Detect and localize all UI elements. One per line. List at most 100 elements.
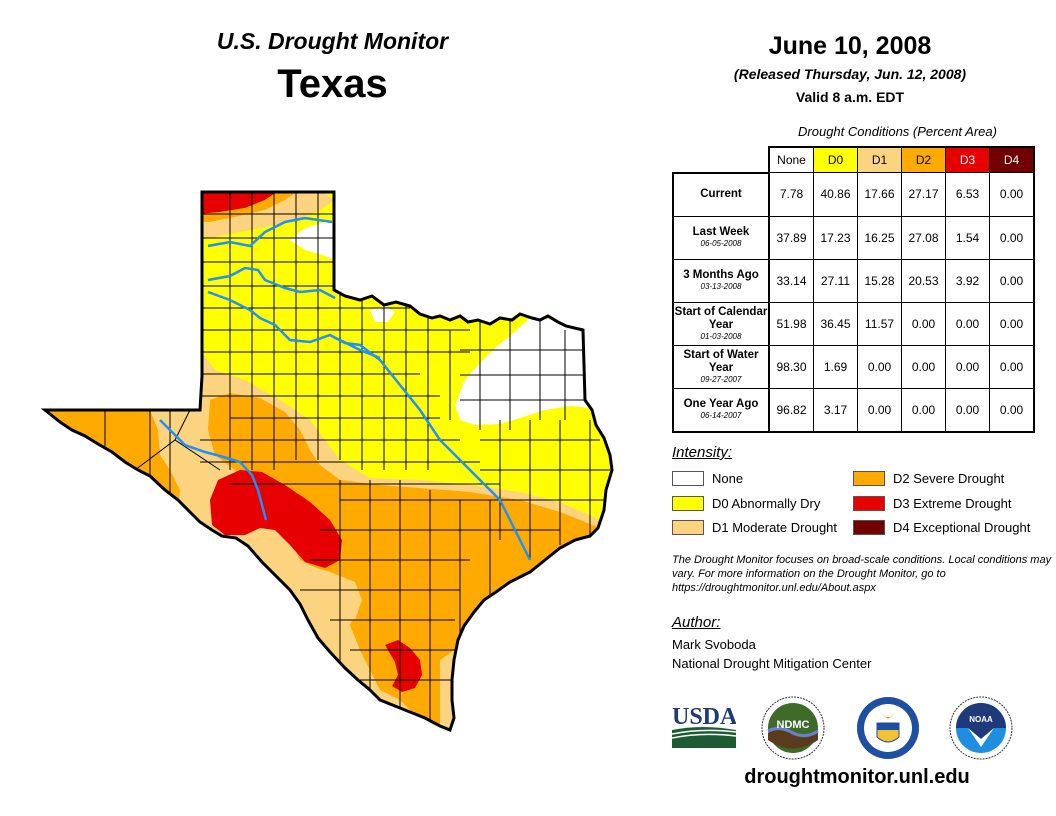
col-header-d4: D4 xyxy=(989,146,1035,173)
col-header-d2: D2 xyxy=(901,146,946,173)
website-url[interactable]: droughtmonitor.unl.edu xyxy=(744,766,970,788)
col-header-d3: D3 xyxy=(945,146,990,173)
cell-none: 37.89 xyxy=(768,215,814,260)
brazos-river xyxy=(207,290,532,561)
cell-d1: 0.00 xyxy=(857,387,902,433)
table-row: Start of Calendar Year 01-03-2008 51.98 36.… xyxy=(672,301,1035,346)
legend-label: D1 Moderate Drought xyxy=(712,520,838,535)
cell-none: 51.98 xyxy=(768,301,814,346)
d2-region-west xyxy=(45,400,180,520)
cell-none: 96.82 xyxy=(768,387,814,433)
row-label: One Year Ago 06-14-2007 xyxy=(672,387,770,433)
row-label-text: Start of Calendar Year xyxy=(674,305,768,331)
legend-label: D2 Severe Drought xyxy=(893,471,1005,486)
cell-d3: 0.00 xyxy=(945,387,990,433)
drought-layers xyxy=(45,192,612,730)
row-label-text: Last Week xyxy=(692,226,750,238)
col-header-d0: D0 xyxy=(813,146,858,173)
row-label-date: 06-05-2008 xyxy=(700,239,742,248)
author-name: Mark Svoboda xyxy=(672,637,756,652)
row-label-date: 09-27-2007 xyxy=(700,374,742,384)
ndmc-logo: NDMC xyxy=(761,696,825,760)
col-header-d1: D1 xyxy=(857,146,902,173)
legend-label: D4 Exceptional Drought xyxy=(893,520,1031,535)
author-org: National Drought Mitigation Center xyxy=(672,656,872,671)
cell-d2: 20.53 xyxy=(901,258,946,303)
cell-d1: 17.66 xyxy=(857,172,902,217)
cell-d0: 40.86 xyxy=(813,172,858,217)
col-header-none: None xyxy=(768,146,814,173)
canadian-river xyxy=(207,216,333,248)
ndmc-logo-text: NDMC xyxy=(777,719,810,731)
row-label-text: One Year Ago xyxy=(683,398,759,410)
legend-item-d0: D0 Abnormally Dry xyxy=(672,496,820,511)
disclaimer-note: The Drought Monitor focuses on broad-sca… xyxy=(672,554,1052,594)
release-date: (Released Thursday, Jun. 12, 2008) xyxy=(733,66,967,82)
cell-d4: 0.00 xyxy=(989,172,1035,217)
valid-time: Valid 8 a.m. EDT xyxy=(795,89,905,105)
cell-d4: 0.00 xyxy=(989,387,1035,433)
cell-d2: 0.00 xyxy=(901,344,946,389)
table-row: One Year Ago 06-14-2007 96.82 3.17 0.00 0.00 0… xyxy=(672,387,1035,433)
table-corner xyxy=(673,147,770,174)
cell-d0: 1.69 xyxy=(813,344,858,389)
cell-none: 98.30 xyxy=(768,344,814,389)
table-row: Current 7.78 40.86 17.66 27.17 6.53 0.00 xyxy=(672,172,1035,217)
row-label-text: 3 Months Ago xyxy=(683,269,759,281)
cell-d1: 0.00 xyxy=(857,344,902,389)
row-label: Start of Calendar Year 01-03-2008 xyxy=(672,301,770,346)
doc-seal-logo xyxy=(857,697,919,759)
cell-d1: 15.28 xyxy=(857,258,902,303)
cell-d2: 0.00 xyxy=(901,387,946,433)
cell-d2: 27.08 xyxy=(901,215,946,260)
row-label-date: 03-13-2008 xyxy=(700,282,742,291)
table-row: Last Week 06-05-2008 37.89 17.23 16.25 27.08 1… xyxy=(672,215,1035,260)
cell-d0: 36.45 xyxy=(813,301,858,346)
cell-none: 33.14 xyxy=(768,258,814,303)
rivers xyxy=(159,216,532,561)
legend-title: Intensity: xyxy=(672,444,733,461)
d3-region-central xyxy=(210,470,342,568)
pecos-rio-grande xyxy=(159,419,268,521)
state-title: Texas xyxy=(277,62,388,106)
row-label-date: 06-14-2007 xyxy=(700,411,742,420)
cell-d0: 27.11 xyxy=(813,258,858,303)
legend-swatch xyxy=(853,471,885,486)
d1-region-south xyxy=(290,560,362,625)
cell-d4: 0.00 xyxy=(989,215,1035,260)
legend-label: D0 Abnormally Dry xyxy=(712,496,821,511)
cell-d3: 1.54 xyxy=(945,215,990,260)
legend-swatch xyxy=(672,496,704,511)
cell-d4: 0.00 xyxy=(989,344,1035,389)
cell-d2: 0.00 xyxy=(901,301,946,346)
legend-swatch xyxy=(853,520,885,535)
drought-map xyxy=(40,190,614,732)
author-title: Author: xyxy=(672,614,721,631)
county-lines xyxy=(104,192,610,720)
none-region-northeast xyxy=(455,318,590,425)
cell-d1: 16.25 xyxy=(857,215,902,260)
cell-d3: 0.00 xyxy=(945,301,990,346)
cell-d4: 0.00 xyxy=(989,301,1035,346)
row-label-text: Start of Water Year xyxy=(683,348,759,374)
red-river-prairie-dog xyxy=(207,266,336,300)
legend-item-d4: D4 Exceptional Drought xyxy=(853,520,1030,535)
legend-item-d3: D3 Extreme Drought xyxy=(853,496,1012,511)
table-row: 3 Months Ago 03-13-2008 33.14 27.11 15.28 20.… xyxy=(672,258,1035,303)
legend-swatch xyxy=(672,520,704,535)
legend-label: None xyxy=(712,471,744,486)
drought-conditions-table: None D0 D1 D2 D3 D4 Current 7.78 40.86 17.6… xyxy=(672,146,1035,433)
texas-outline xyxy=(40,190,614,732)
table-row: Start of Water Year 09-27-2007 98.30 1.69 0.… xyxy=(672,344,1035,389)
table-caption: Drought Conditions (Percent Area) xyxy=(798,124,997,139)
noaa-logo: NOAA xyxy=(949,696,1013,760)
cell-d2: 27.17 xyxy=(901,172,946,217)
row-label: Last Week 06-05-2008 xyxy=(672,215,770,260)
cell-d4: 0.00 xyxy=(989,258,1035,303)
cell-d3: 0.00 xyxy=(945,344,990,389)
usda-logo: USDA xyxy=(672,704,736,748)
noaa-logo-text: NOAA xyxy=(969,715,993,724)
product-title: U.S. Drought Monitor xyxy=(216,28,449,54)
cell-d1: 11.57 xyxy=(857,301,902,346)
usda-logo-text: USDA xyxy=(672,704,736,730)
